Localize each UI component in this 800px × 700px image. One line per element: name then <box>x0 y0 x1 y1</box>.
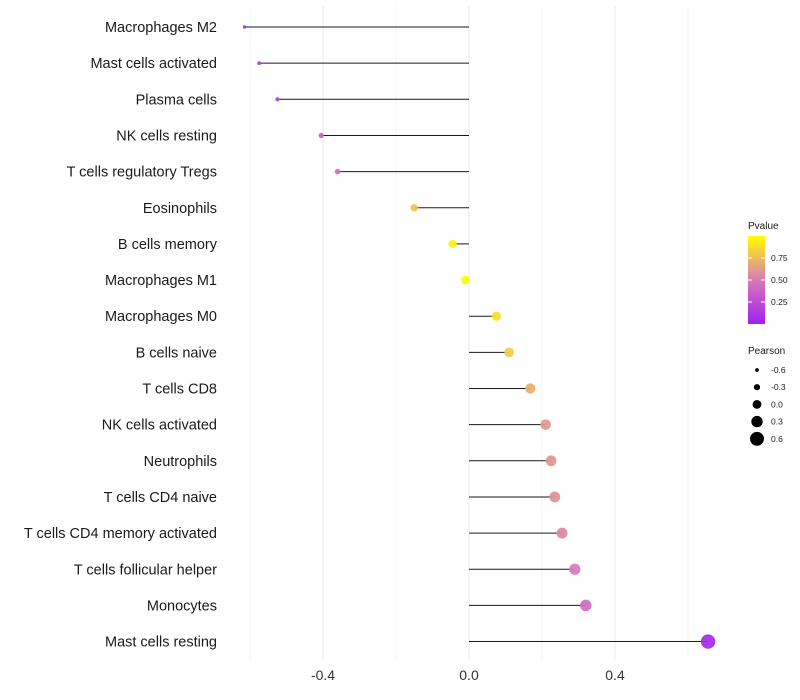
category-label: Macrophages M2 <box>105 20 217 36</box>
data-point <box>556 527 568 539</box>
data-point <box>580 599 592 612</box>
data-point <box>318 132 324 139</box>
category-label: Monocytes <box>147 598 217 614</box>
data-point <box>410 203 419 212</box>
pearson-legend-label: 0.6 <box>771 434 783 444</box>
data-point <box>334 168 341 175</box>
pvalue-legend-label: 0.75 <box>771 253 788 263</box>
category-label: B cells naive <box>136 345 217 361</box>
pvalue-legend-label: 0.50 <box>771 275 788 285</box>
category-label: T cells CD4 naive <box>104 490 217 506</box>
data-point <box>525 383 536 394</box>
pvalue-colorbar <box>748 236 765 324</box>
category-label: T cells regulatory Tregs <box>67 165 217 181</box>
data-point <box>549 491 561 503</box>
data-point <box>242 25 247 29</box>
pearson-legend-label: 0.3 <box>771 417 783 427</box>
pearson-legend-label: -0.6 <box>771 365 786 375</box>
pvalue-legend: Pvalue 0.75 0.50 0.25 <box>748 221 788 324</box>
data-point <box>491 311 502 321</box>
pearson-legend-key <box>751 415 763 428</box>
grid-lines <box>249 6 689 660</box>
category-label: T cells follicular helper <box>74 562 217 578</box>
category-label: T cells CD8 <box>142 382 217 398</box>
category-labels: Macrophages M2 Mast cells activated Plasma… <box>24 20 218 651</box>
pearson-legend-key <box>753 384 761 391</box>
category-label: Plasma cells <box>136 92 217 108</box>
data-point <box>448 239 457 249</box>
category-label: Eosinophils <box>143 201 217 217</box>
pvalue-legend-label: 0.25 <box>771 297 788 307</box>
x-tick-label: 0.4 <box>605 667 625 683</box>
data-point <box>460 275 470 285</box>
data-point <box>275 97 280 102</box>
data-point <box>700 634 716 649</box>
category-label: Macrophages M1 <box>105 273 217 289</box>
pearson-legend-label: -0.3 <box>771 382 786 392</box>
pearson-legend-title: Pearson <box>748 346 785 357</box>
data-point <box>540 419 551 430</box>
pearson-legend-key <box>750 431 764 446</box>
pvalue-legend-title: Pvalue <box>748 221 779 232</box>
category-label: Mast cells activated <box>90 56 217 72</box>
category-label: Macrophages M0 <box>105 309 217 325</box>
x-tick-label: 0.0 <box>459 667 479 683</box>
pearson-legend-key <box>755 368 759 372</box>
category-label: Neutrophils <box>144 454 217 470</box>
x-axis-ticks: -0.4 0.0 0.4 <box>311 667 625 683</box>
points <box>242 25 716 649</box>
data-point <box>257 61 262 66</box>
pearson-legend-key <box>752 400 762 409</box>
category-label: B cells memory <box>118 237 218 253</box>
data-point <box>504 347 515 358</box>
pearson-legend-label: 0.0 <box>771 399 783 409</box>
category-label: NK cells resting <box>116 128 217 144</box>
data-point <box>545 455 557 467</box>
stems <box>244 26 709 643</box>
data-point <box>569 563 581 575</box>
category-label: NK cells activated <box>102 418 217 434</box>
category-label: Mast cells resting <box>105 635 217 651</box>
x-tick-label: -0.4 <box>311 667 335 683</box>
pearson-legend: Pearson -0.6 -0.3 0.0 0.3 0.6 <box>748 346 786 446</box>
category-label: T cells CD4 memory activated <box>24 526 217 542</box>
